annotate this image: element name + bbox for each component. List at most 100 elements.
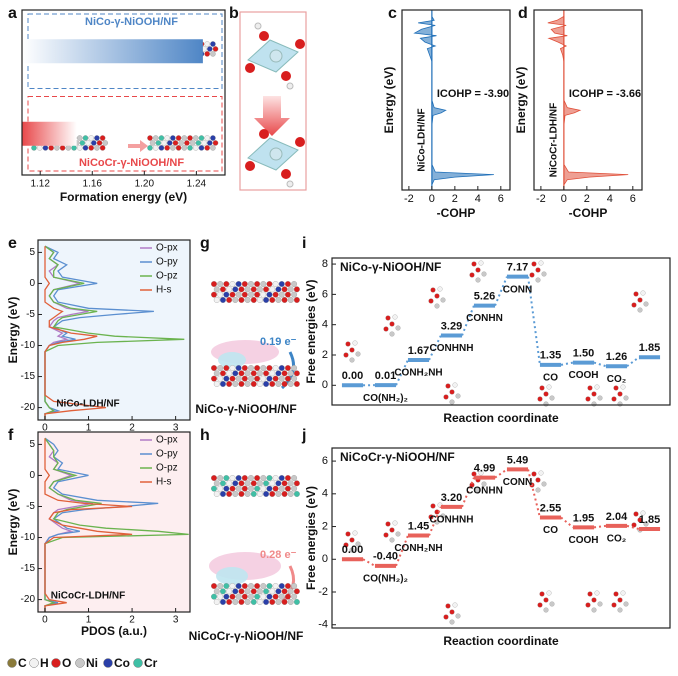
atom <box>187 145 193 151</box>
molecule-atom <box>620 384 626 390</box>
atom <box>226 588 233 595</box>
molecule-atom <box>445 603 451 609</box>
atom <box>226 381 233 387</box>
atom <box>226 599 233 605</box>
molecule-atom <box>481 481 487 487</box>
y-tick-label: 8 <box>322 258 328 270</box>
legend-dot <box>75 658 85 668</box>
atom <box>293 588 300 595</box>
legend-label: O-pz <box>156 271 178 282</box>
atom <box>248 593 254 600</box>
pdos-line <box>44 246 106 420</box>
atom <box>213 286 220 293</box>
molecule-atom <box>389 321 395 327</box>
value-label: 2.04 <box>606 511 628 523</box>
molecule-atom <box>594 384 600 390</box>
axis-frame <box>37 431 191 613</box>
atom <box>207 46 213 52</box>
molecule-atom <box>529 272 535 278</box>
atom <box>287 370 294 377</box>
molecule-atom <box>617 401 623 407</box>
atom <box>275 381 282 387</box>
atom <box>260 281 267 287</box>
atom <box>241 281 248 287</box>
atom <box>284 475 291 481</box>
value-label: 1.26 <box>606 351 627 363</box>
value-label: 4.99 <box>474 463 495 475</box>
atom <box>278 281 285 287</box>
atom <box>248 583 254 589</box>
molecule-atom <box>352 530 358 536</box>
x-tick-label: 2 <box>129 615 135 626</box>
atom <box>287 599 294 605</box>
atom <box>229 281 236 287</box>
atom <box>220 297 226 303</box>
molecule-atom <box>343 352 349 358</box>
atom <box>293 491 300 497</box>
molecule-atom <box>546 384 552 390</box>
value-label: 5.26 <box>474 290 495 302</box>
atom <box>256 381 263 387</box>
atom <box>223 291 230 298</box>
atom <box>193 145 199 151</box>
atom <box>244 370 251 377</box>
atom <box>244 286 251 293</box>
x-axis-label: -COHP <box>437 206 476 220</box>
legend-label: Cr <box>144 656 158 670</box>
x-axis-label: Reaction coordinate <box>443 634 559 648</box>
y-axis-label: Energy (eV) <box>6 297 20 364</box>
atom <box>220 588 226 595</box>
value-label: 1.45 <box>408 520 429 532</box>
atom <box>269 491 276 497</box>
molecule-atom <box>389 527 395 533</box>
atom <box>256 599 263 605</box>
atom <box>204 135 210 141</box>
step-connector <box>362 558 376 567</box>
atom <box>241 365 248 371</box>
molecule-atom <box>345 531 351 537</box>
atom <box>291 593 298 600</box>
atom <box>278 583 285 589</box>
atom <box>235 485 242 492</box>
atom <box>217 365 224 371</box>
molecule-atom <box>383 326 389 332</box>
panel-letter: f <box>8 427 14 444</box>
atom <box>260 593 267 600</box>
atom <box>281 297 288 303</box>
atom <box>232 480 239 487</box>
atom <box>229 291 236 298</box>
atom <box>269 599 276 605</box>
intermediate-label: CONHN <box>466 485 503 496</box>
molecule-atom <box>631 522 637 528</box>
atom <box>263 491 270 497</box>
atom <box>170 145 176 151</box>
molecule-atom <box>594 590 600 596</box>
atom <box>248 485 254 492</box>
legend-label: O-py <box>156 257 178 268</box>
atom <box>284 583 291 589</box>
value-label: 1.85 <box>639 342 660 354</box>
atom <box>263 599 270 605</box>
atom <box>272 475 279 481</box>
atom <box>187 135 193 141</box>
atom <box>235 291 242 298</box>
atom <box>210 135 216 141</box>
atom <box>85 140 91 146</box>
atom <box>172 140 179 146</box>
molecule-atom <box>535 277 541 283</box>
legend-label: Ni <box>86 656 98 670</box>
atom <box>213 480 220 487</box>
molecule-atom <box>637 307 643 313</box>
panel-letter: e <box>8 235 17 252</box>
atom <box>293 381 300 387</box>
molecule-atom <box>643 301 649 307</box>
atom <box>281 491 288 497</box>
x-tick-label: 4 <box>475 193 481 205</box>
atom <box>184 140 190 146</box>
atom <box>281 480 288 487</box>
atom <box>260 475 267 481</box>
x-tick-label: 0 <box>42 423 48 434</box>
y-tick-label: 6 <box>322 288 328 300</box>
legend-label: O <box>62 656 71 670</box>
molecule-atom <box>633 511 639 517</box>
